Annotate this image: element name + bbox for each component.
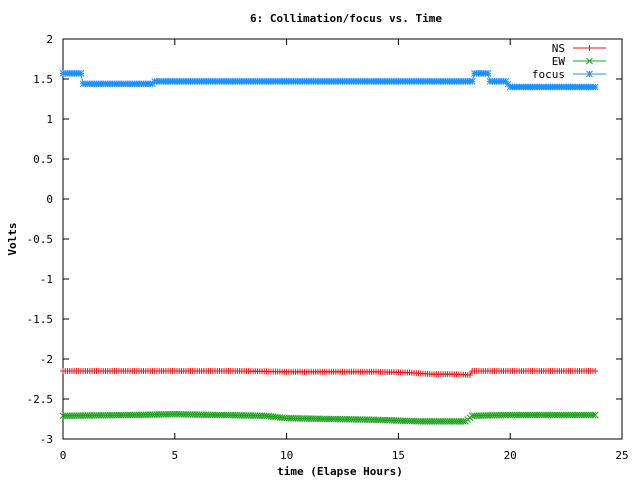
data-series (59, 70, 599, 425)
y-tick-label: 0 (46, 193, 53, 206)
legend-marker (586, 57, 593, 65)
y-tick-label: 0.5 (33, 153, 53, 166)
y-tick-label: -2 (40, 353, 53, 366)
legend-label: focus (532, 68, 565, 81)
y-tick-label: 2 (46, 33, 53, 46)
plot-frame (62, 38, 623, 440)
legend-label: EW (552, 55, 566, 68)
legend-item-ns: NS (552, 42, 606, 55)
x-tick-label: 0 (60, 449, 67, 462)
legend-marker (586, 70, 593, 78)
series-markers (59, 410, 599, 425)
series-markers (60, 368, 599, 378)
y-tick-label: -2.5 (27, 393, 54, 406)
y-tick-label: 1.5 (33, 73, 53, 86)
series-ew (59, 410, 599, 425)
series-focus (59, 70, 599, 91)
legend-marker (586, 45, 593, 51)
series-ns (60, 368, 599, 378)
y-tick-label: -1.5 (27, 313, 54, 326)
x-tick-label: 10 (280, 449, 293, 462)
y-tick-label: -3 (40, 433, 53, 446)
y-tick-label: 1 (46, 113, 53, 126)
x-tick-label: 15 (392, 449, 405, 462)
legend-item-focus: focus (532, 68, 606, 81)
legend-label: NS (552, 42, 565, 55)
chart-title: 6: Collimation/focus vs. Time (250, 12, 442, 25)
x-tick-label: 20 (504, 449, 517, 462)
x-axis-label: time (Elapse Hours) (277, 465, 403, 478)
legend-item-ew: EW (552, 55, 606, 68)
x-tick-label: 5 (171, 449, 178, 462)
series-markers (59, 70, 599, 91)
y-tick-label: -1 (40, 273, 53, 286)
x-tick-label: 25 (615, 449, 628, 462)
axis-ticks: 0 5 10 15 20 25 -3 -2.5 -2 -1.5 -1 -0.5 0 0.5 1 1.5 2 (27, 33, 629, 462)
y-tick-label: -0.5 (27, 233, 54, 246)
y-axis-label: Volts (6, 222, 19, 255)
